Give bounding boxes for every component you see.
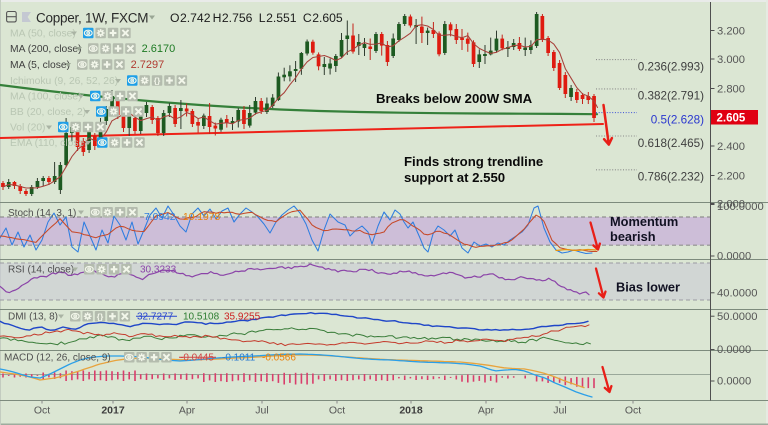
svg-text:O2.742: O2.742 <box>170 11 211 25</box>
svg-text:DMI (13, 8): DMI (13, 8) <box>8 312 58 323</box>
svg-text:2018: 2018 <box>399 405 423 417</box>
svg-text:Jul: Jul <box>553 405 566 417</box>
svg-text:Apr: Apr <box>478 405 495 417</box>
svg-text:Jul: Jul <box>255 405 268 417</box>
svg-text:0.382(2.791): 0.382(2.791) <box>638 90 704 103</box>
svg-text:{}: {} <box>97 311 104 321</box>
svg-text:3.200: 3.200 <box>717 25 745 37</box>
svg-text:Oct: Oct <box>329 405 345 417</box>
svg-text:0.5(2.628): 0.5(2.628) <box>651 113 704 126</box>
svg-text:3.000: 3.000 <box>717 54 745 66</box>
svg-text:2.800: 2.800 <box>717 83 745 95</box>
svg-text:2.200: 2.200 <box>717 170 745 182</box>
svg-text:10.1978: 10.1978 <box>183 212 220 223</box>
svg-text:MA (5, close): MA (5, close) <box>10 60 70 71</box>
svg-text:40.0000: 40.0000 <box>717 288 757 300</box>
svg-text:RSI (14, close): RSI (14, close) <box>8 265 74 276</box>
svg-text:MACD (12, 26, close, 9): MACD (12, 26, close, 9) <box>4 353 111 364</box>
svg-text:0.0000: 0.0000 <box>717 251 751 263</box>
svg-text:support at 2.550: support at 2.550 <box>404 170 505 185</box>
svg-text:0.236(2.993): 0.236(2.993) <box>638 60 704 73</box>
svg-text:Copper, 1W, FXCM: Copper, 1W, FXCM <box>36 11 148 26</box>
svg-text:Stoch (14, 3, 1): Stoch (14, 3, 1) <box>8 208 76 219</box>
svg-text:MA (200, close): MA (200, close) <box>10 44 82 55</box>
svg-text:2.400: 2.400 <box>717 141 745 153</box>
svg-text:BB (20, close, 2): BB (20, close, 2) <box>10 107 86 118</box>
svg-text:H2.756: H2.756 <box>213 11 253 25</box>
svg-text:Oct: Oct <box>625 405 641 417</box>
svg-text:2017: 2017 <box>101 405 125 417</box>
svg-text:Finds strong trendline: Finds strong trendline <box>404 154 543 169</box>
svg-text:MA (100, close): MA (100, close) <box>10 92 82 103</box>
svg-text:Oct: Oct <box>34 405 50 417</box>
svg-text:10.5108: 10.5108 <box>183 312 220 323</box>
svg-text:C2.605: C2.605 <box>303 11 343 25</box>
svg-text:Breaks below 200W SMA: Breaks below 200W SMA <box>376 91 533 106</box>
svg-text:7.0942: 7.0942 <box>144 212 176 223</box>
svg-text:100.0000: 100.0000 <box>717 201 764 213</box>
svg-text:-0.0445: -0.0445 <box>180 353 214 364</box>
svg-text:0.618(2.465): 0.618(2.465) <box>638 137 704 150</box>
svg-text:-0.1011: -0.1011 <box>222 353 256 364</box>
svg-text:-0.0566: -0.0566 <box>262 353 296 364</box>
svg-text:50.0000: 50.0000 <box>717 311 757 323</box>
svg-text:bearish: bearish <box>610 229 656 244</box>
svg-text:0.786(2.232): 0.786(2.232) <box>638 171 704 184</box>
svg-text:30.3233: 30.3233 <box>140 265 177 276</box>
svg-text:Apr: Apr <box>179 405 196 417</box>
svg-text:35.9255: 35.9255 <box>224 312 261 323</box>
svg-text:MA (50, close): MA (50, close) <box>10 29 76 40</box>
svg-text:2.000: 2.000 <box>717 198 745 210</box>
svg-text:32.7277: 32.7277 <box>137 312 174 323</box>
svg-text:L2.551: L2.551 <box>259 11 297 25</box>
svg-text:2.6170: 2.6170 <box>142 43 176 55</box>
svg-text:0.0000: 0.0000 <box>717 344 751 356</box>
svg-text:Bias lower: Bias lower <box>616 280 680 295</box>
svg-text:EMA (110, close): EMA (110, close) <box>10 138 88 149</box>
svg-text:Ichimoku (9, 26, 52, 26): Ichimoku (9, 26, 52, 26) <box>10 76 118 87</box>
svg-text:Momentum: Momentum <box>610 214 678 229</box>
svg-text:Vol (20): Vol (20) <box>10 123 46 134</box>
svg-text:{}: {} <box>154 76 161 86</box>
svg-text:2.7297: 2.7297 <box>131 59 165 71</box>
svg-text:0.0000: 0.0000 <box>717 376 751 388</box>
svg-text:2.605: 2.605 <box>717 113 746 125</box>
